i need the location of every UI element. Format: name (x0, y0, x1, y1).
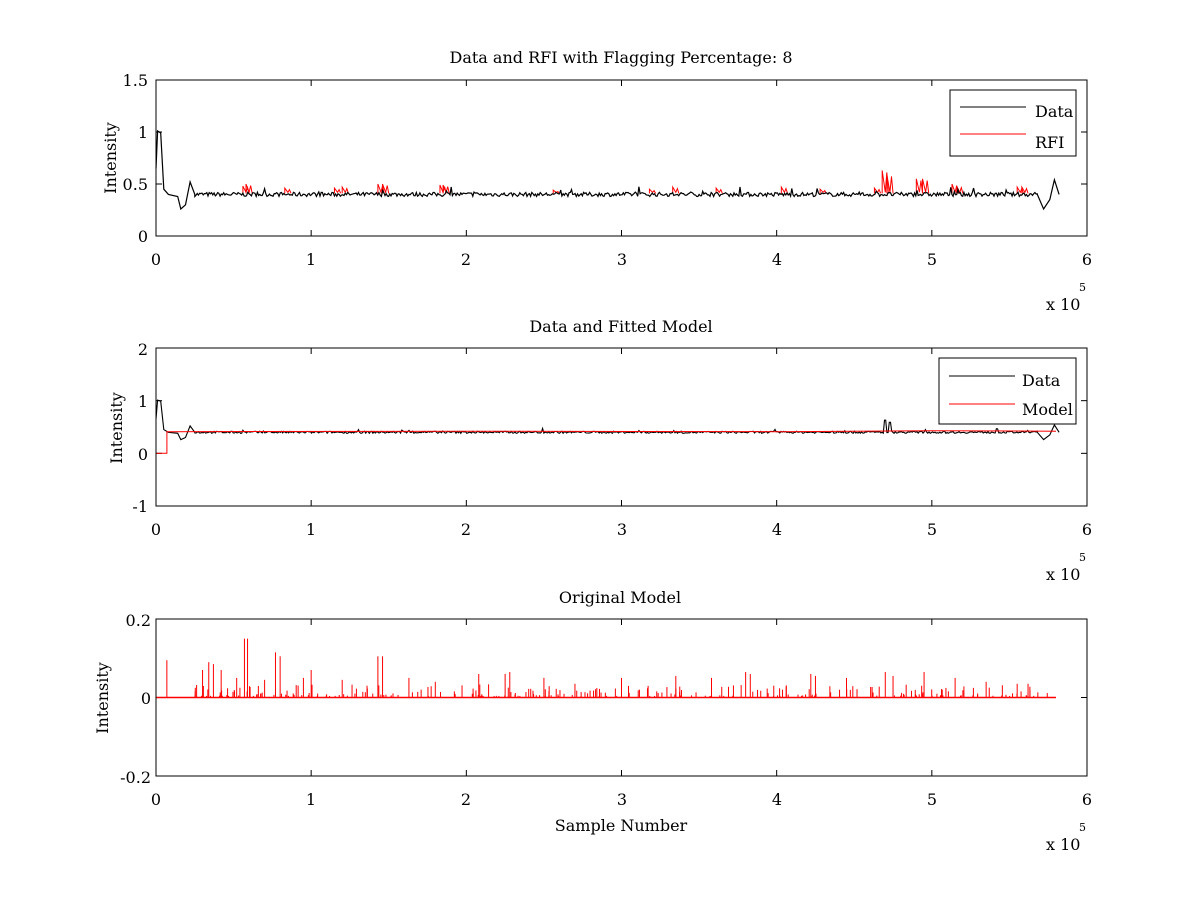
panel-2: Data and Fitted Model Intensity 0 1 2 3 … (107, 317, 1092, 584)
panel-2-series (155, 347, 1088, 507)
panel-3-xtick-1: 1 (306, 790, 316, 809)
panel-3-axes-box (155, 618, 1088, 777)
panel-1-ytick-0: 0 (138, 227, 148, 246)
panel-1-exponent: x 10 5 (1046, 281, 1086, 314)
panel-1-ytick-3: 1.5 (123, 71, 148, 90)
panel-1-rfi-spike (715, 186, 723, 194)
panel-1-rfi-spike (780, 185, 789, 194)
panel-3-xtick-2: 2 (461, 790, 471, 809)
panel-1-rfi-spike (672, 185, 680, 194)
panel-1-rfi-spike (284, 186, 292, 194)
panel-2-ytick-0: -1 (132, 497, 148, 516)
panel-2-axes-box (155, 347, 1088, 507)
panel-1-legend-label-data: Data (1035, 102, 1074, 121)
panel-1-rfi-spike (648, 187, 657, 194)
panel-3-exponent-power: 5 (1079, 821, 1086, 834)
panel-3-xtick-0: 0 (151, 790, 161, 809)
panel-2-ytick-1: 0 (138, 445, 148, 464)
panel-3: Original Model Intensity 0 1 2 3 4 5 6 -… (93, 588, 1092, 854)
panel-2-xtick-0: 0 (151, 520, 161, 539)
panel-1-data-line (155, 129, 1060, 211)
panel-1-rfi-spike (1016, 185, 1024, 194)
panel-1-ytick-2: 1 (138, 123, 148, 142)
panel-1-ylabel: Intensity (101, 122, 120, 194)
panel-2-legend: Data Model (938, 357, 1077, 425)
panel-2-xtick-5: 5 (927, 520, 937, 539)
panel-1-xtick-0: 0 (151, 250, 161, 269)
panel-2-xtick-2: 2 (461, 520, 471, 539)
panel-2-xtick-3: 3 (617, 520, 627, 539)
panel-3-exponent-base: x 10 (1046, 835, 1080, 854)
panel-2-xtick-1: 1 (306, 520, 316, 539)
panel-3-xtick-6: 6 (1082, 790, 1092, 809)
panel-3-title: Original Model (559, 588, 681, 607)
panel-3-ylabel: Intensity (93, 662, 112, 734)
panel-2-exponent-power: 5 (1079, 551, 1086, 564)
panel-2-model-line (156, 430, 1057, 454)
panel-2-ylabel: Intensity (107, 392, 126, 464)
panel-2-ytick-3: 2 (138, 340, 148, 359)
panel-1-rfi-spike (819, 187, 827, 194)
panel-3-ytick-2: 0.2 (126, 611, 151, 630)
panel-1-xtick-2: 2 (461, 250, 471, 269)
panel-2-legend-label-data: Data (1022, 371, 1061, 390)
panel-1-exponent-base: x 10 (1046, 295, 1080, 314)
panel-1-ytick-1: 0.5 (123, 175, 148, 194)
panel-2-legend-box (938, 357, 1077, 425)
panel-1-legend: Data RFI (949, 89, 1077, 157)
panel-3-x-ticks: 0 1 2 3 4 5 6 (151, 790, 1092, 809)
panel-3-ytick-0: -0.2 (120, 768, 151, 787)
panel-1-legend-box (949, 89, 1077, 157)
panel-1-rfi-spike (382, 183, 390, 195)
panel-2-xtick-4: 4 (772, 520, 782, 539)
panel-1: Data and RFI with Flagging Percentage: 8… (101, 48, 1092, 314)
panel-1-title: Data and RFI with Flagging Percentage: 8 (449, 48, 792, 67)
panel-2-y-ticks: -1 0 1 2 (132, 340, 148, 516)
panel-3-xlabel: Sample Number (555, 816, 688, 835)
panel-3-y-ticks: -0.2 0 0.2 (120, 611, 151, 787)
panel-1-rfi-spike (341, 185, 349, 194)
panel-2-x-ticks: 0 1 2 3 4 5 6 (151, 520, 1092, 539)
panel-3-ytick-1: 0 (141, 689, 151, 708)
panel-3-series (155, 618, 1088, 777)
panel-1-x-ticks: 0 1 2 3 4 5 6 (151, 250, 1092, 269)
panel-1-xtick-3: 3 (617, 250, 627, 269)
panel-3-exponent: x 10 5 (1046, 821, 1086, 854)
panel-1-axes-box (155, 79, 1088, 237)
panel-1-series (155, 79, 1088, 237)
panel-1-xtick-1: 1 (306, 250, 316, 269)
panel-2-title: Data and Fitted Model (529, 317, 712, 336)
panel-1-rfi-spike (1021, 185, 1029, 194)
panel-1-exponent-power: 5 (1079, 281, 1086, 294)
panel-2-ytick-2: 1 (138, 392, 148, 411)
panel-2-exponent-base: x 10 (1046, 565, 1080, 584)
panel-1-rfi-spike (377, 183, 385, 195)
panel-3-xtick-4: 4 (772, 790, 782, 809)
panel-1-xtick-6: 6 (1082, 250, 1092, 269)
panel-1-legend-label-rfi: RFI (1035, 133, 1064, 152)
panel-2-exponent: x 10 5 (1046, 551, 1086, 584)
panel-1-rfi-spike (245, 183, 253, 195)
panel-2-xtick-6: 6 (1082, 520, 1092, 539)
panel-1-xtick-4: 4 (772, 250, 782, 269)
panel-3-xtick-3: 3 (617, 790, 627, 809)
panel-1-rfi-spike (915, 178, 924, 194)
panel-3-xtick-5: 5 (927, 790, 937, 809)
panel-1-xtick-5: 5 (927, 250, 937, 269)
panel-2-legend-label-model: Model (1022, 400, 1073, 419)
panel-1-rfi-spike (333, 186, 342, 194)
panel-1-y-ticks: 0 0.5 1 1.5 (123, 71, 148, 246)
